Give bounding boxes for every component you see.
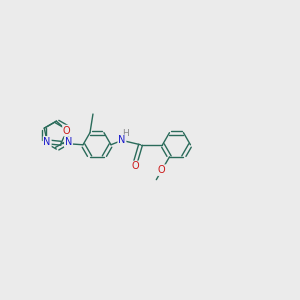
Text: O: O <box>158 165 166 175</box>
Text: N: N <box>65 137 72 147</box>
Text: N: N <box>118 135 126 146</box>
Text: N: N <box>44 137 51 147</box>
Text: H: H <box>122 129 129 138</box>
Text: O: O <box>131 161 139 171</box>
Text: O: O <box>63 125 70 136</box>
